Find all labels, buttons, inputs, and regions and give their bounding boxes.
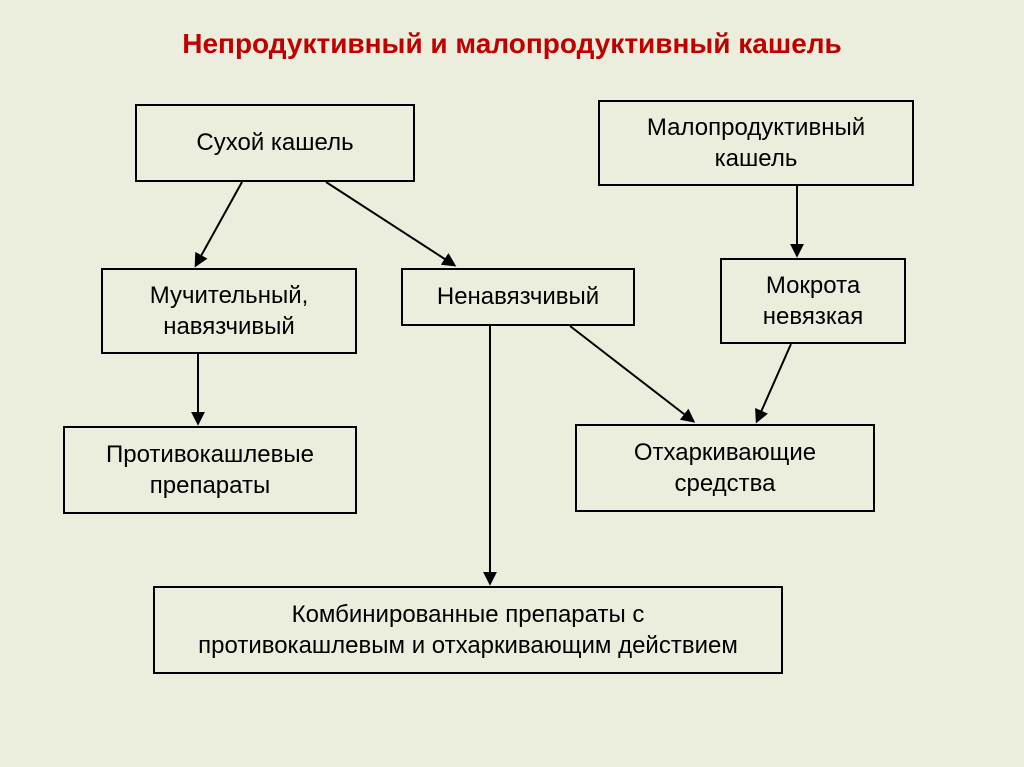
node-expector: Отхаркивающие средства [575,424,875,512]
diagram-title: Непродуктивный и малопродуктивный кашель [0,28,1024,60]
node-mild: Ненавязчивый [401,268,635,326]
node-dry: Сухой кашель [135,104,415,182]
node-combo: Комбинированные препараты с противокашле… [153,586,783,674]
node-sputum: Мокрота невязкая [720,258,906,344]
edge-sputum-to-expector [757,344,791,421]
node-lowprod: Малопродуктивный кашель [598,100,914,186]
node-persistent: Мучительный, навязчивый [101,268,357,354]
node-antituss: Противокашлевые препараты [63,426,357,514]
edge-mild-to-expector [570,326,693,421]
edge-dry-to-mild [326,182,454,265]
edge-dry-to-persistent [196,182,242,265]
